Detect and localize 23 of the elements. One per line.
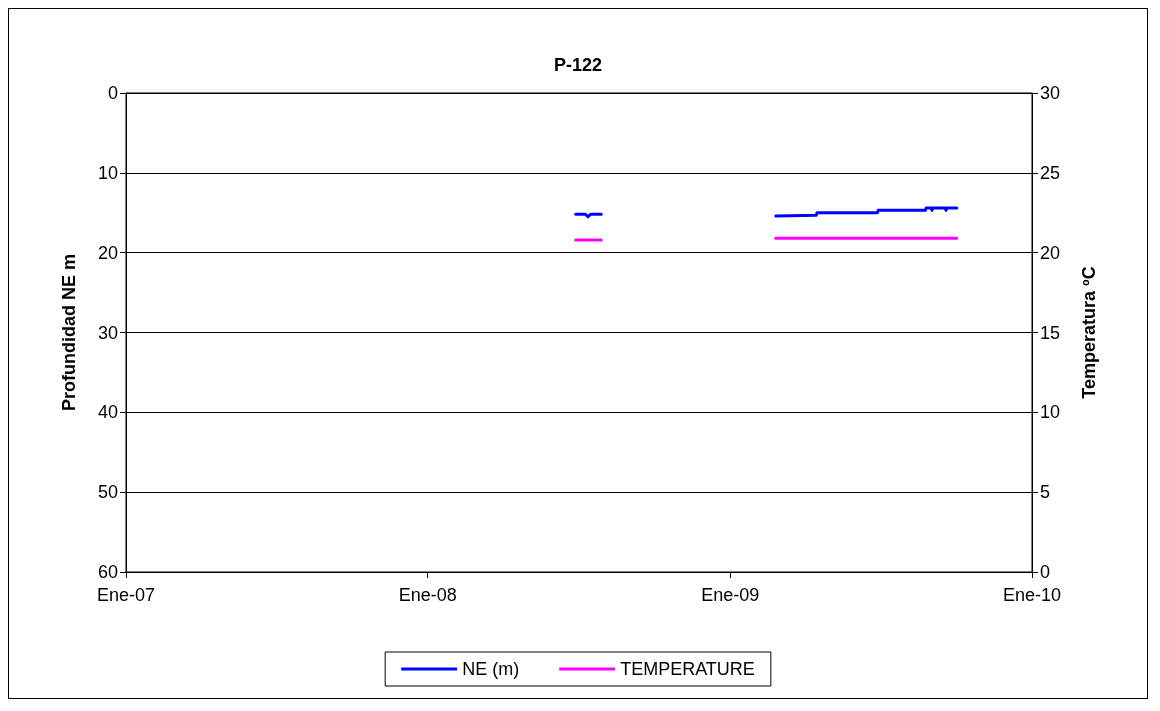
y2-tick-label: 5 xyxy=(1040,482,1051,503)
y2-tick-label: 25 xyxy=(1040,162,1061,183)
x-tick-label: Ene-10 xyxy=(1002,585,1062,605)
chart-title: P-122 xyxy=(553,55,603,75)
x-tick-label: Ene-09 xyxy=(701,585,760,605)
y-tick-label: 0 xyxy=(107,83,118,103)
y2-tick-label: 0 xyxy=(1040,562,1051,582)
legend-label: NE (m) xyxy=(462,659,520,679)
x-tick-label: Ene-08 xyxy=(398,585,457,605)
y2-tick-label: 10 xyxy=(1040,402,1061,423)
y-tick-label: 20 xyxy=(97,242,118,263)
y-tick-label: 10 xyxy=(97,162,118,183)
legend-label: TEMPERATURE xyxy=(620,659,755,679)
y-tick-label: 50 xyxy=(97,482,118,503)
y2-tick-label: 30 xyxy=(1040,83,1061,103)
y2-axis-title: Temperatura ºC xyxy=(1079,266,1099,399)
y-tick-label: 40 xyxy=(97,402,118,423)
y-tick-label: 30 xyxy=(97,322,118,343)
y-tick-label: 60 xyxy=(97,562,118,582)
x-tick-label: Ene-07 xyxy=(96,585,156,605)
y2-tick-label: 20 xyxy=(1040,242,1061,263)
y2-tick-label: 15 xyxy=(1040,322,1061,343)
y-axis-title: Profundidad NE m xyxy=(59,254,79,411)
